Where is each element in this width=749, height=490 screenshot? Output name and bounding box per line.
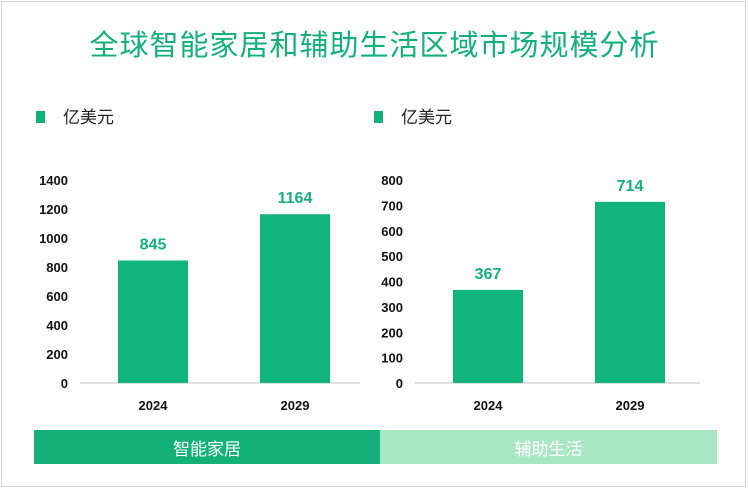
legend-swatch: [36, 111, 45, 123]
y-tick-label: 700: [381, 198, 403, 213]
x-tick-label: 2029: [616, 398, 645, 413]
bar-2024: [453, 289, 523, 383]
y-tick-label: 400: [381, 275, 403, 290]
y-tick-label: 1200: [39, 202, 68, 217]
data-label-2029: 1164: [278, 190, 313, 207]
x-tick-label: 2024: [139, 398, 169, 413]
y-tick-label: 600: [46, 289, 68, 304]
y-tick-label: 500: [381, 249, 403, 264]
category-band-smart-home: 智能家居: [34, 430, 380, 464]
legend-swatch: [374, 111, 383, 123]
legend-label: 亿美元: [401, 108, 452, 128]
x-tick-label: 2024: [474, 398, 504, 413]
y-tick-label: 400: [46, 318, 68, 333]
y-tick-label: 300: [381, 300, 403, 315]
legend-label: 亿美元: [63, 108, 114, 128]
data-label-2029: 714: [617, 178, 644, 195]
y-tick-label: 1000: [39, 231, 68, 246]
y-tick-label: 200: [46, 347, 68, 362]
bar-2024: [118, 260, 188, 383]
data-label-2024: 367: [475, 266, 502, 283]
bar-2029: [595, 201, 665, 383]
data-label-2024: 845: [140, 236, 167, 253]
y-tick-label: 600: [381, 224, 403, 239]
y-tick-label: 100: [381, 351, 403, 366]
y-tick-label: 0: [61, 376, 68, 391]
y-tick-label: 800: [46, 260, 68, 275]
y-tick-label: 0: [396, 376, 403, 391]
bar-2029: [260, 214, 330, 383]
category-band-assisted-living: 辅助生活: [380, 430, 717, 464]
chart-assisted-living: 亿美元 0 100 200 300 400 500 600 700 800 367 2024 714 20…: [374, 108, 700, 413]
y-tick-label: 200: [381, 325, 403, 340]
chart-title: 全球智能家居和辅助生活区域市场规模分析: [89, 28, 660, 62]
x-tick-label: 2029: [281, 398, 310, 413]
y-tick-label: 1400: [39, 173, 68, 188]
y-tick-label: 800: [381, 173, 403, 188]
chart-smart-home: 亿美元 0 200 400 600 800 1000 1200 1400 845 2024 1164 2…: [36, 108, 360, 413]
